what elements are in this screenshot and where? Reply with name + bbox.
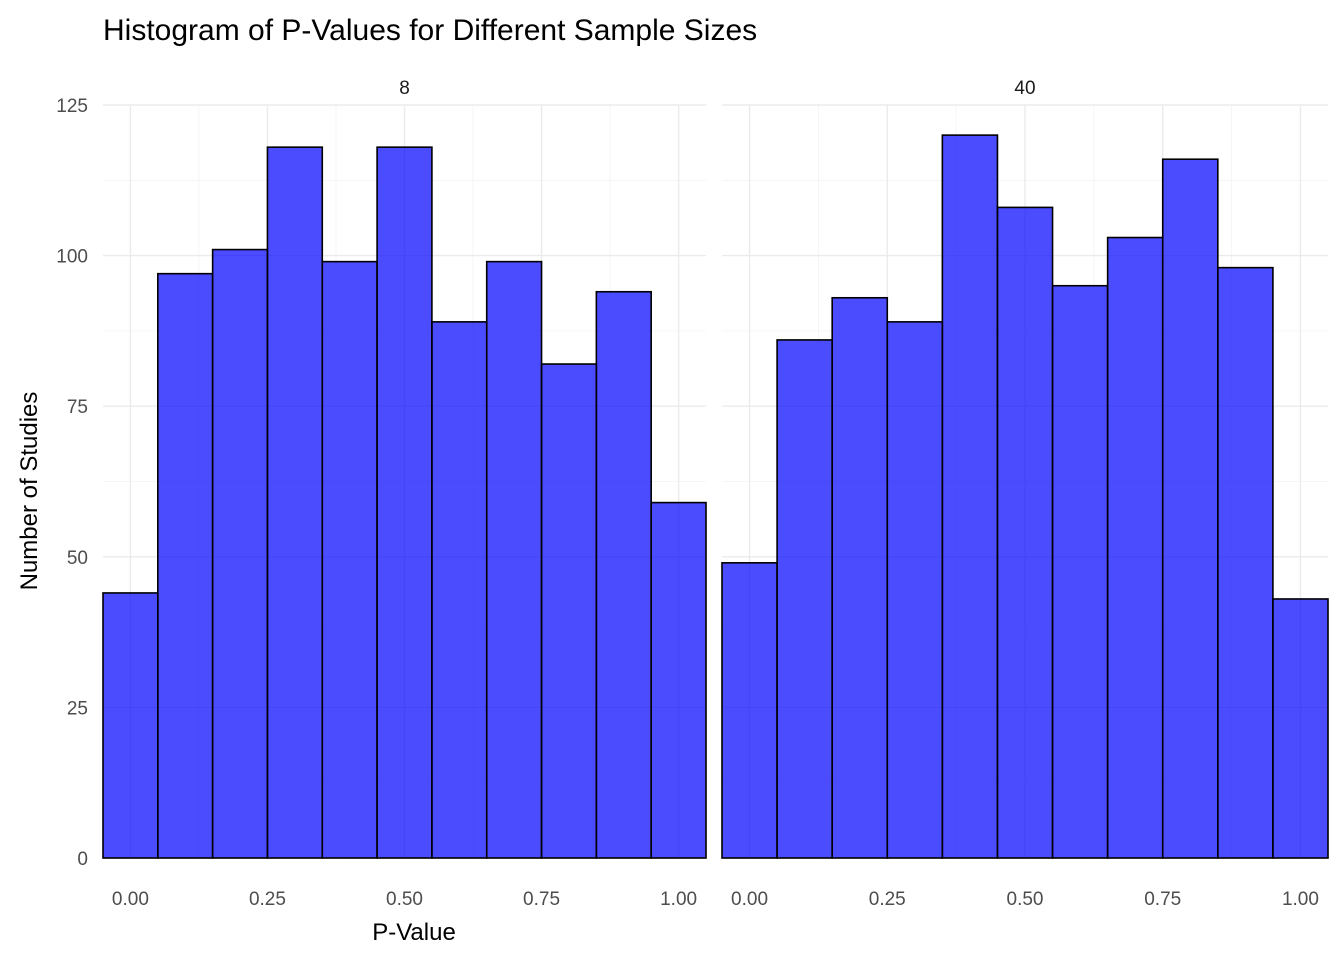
histogram-bar (886, 321, 944, 859)
histogram-bar (941, 134, 999, 859)
x-tick-label: 0.00 (112, 889, 149, 910)
histogram-bar (266, 146, 324, 859)
histogram-bar (485, 260, 543, 859)
y-tick-label: 25 (67, 698, 88, 719)
histogram-bar (1217, 266, 1274, 859)
histogram-bar (595, 290, 652, 859)
y-tick-label: 125 (56, 96, 88, 117)
histogram-bar (102, 592, 159, 859)
facet-strip-label: 8 (399, 78, 410, 99)
histogram-bar (321, 260, 378, 859)
y-axis-title: Number of Studies (16, 392, 43, 591)
x-tick-label: 0.00 (731, 889, 768, 910)
panel-8: 8 0.00 0.25 0.50 0.75 1.00 (102, 78, 707, 910)
x-axis-title: P-Value (372, 919, 456, 946)
y-tick-label: 0 (77, 849, 88, 870)
histogram-bar (1051, 284, 1109, 859)
facet-panels: 8 0.00 0.25 0.50 0.75 1.00 40 0.00 0.25 0.50 0.75 1… (102, 78, 1329, 910)
x-tick-label: 0.75 (523, 889, 560, 910)
histogram-bar (776, 339, 833, 859)
x-tick-label: 0.75 (1144, 889, 1181, 910)
x-tick-label: 1.00 (1282, 889, 1319, 910)
histogram-bar (157, 272, 214, 859)
histogram-bar (996, 206, 1054, 859)
histogram-bar (540, 363, 598, 859)
histogram-bar (1161, 158, 1219, 859)
x-tick-label: 0.25 (869, 889, 906, 910)
histogram-bar (650, 501, 707, 859)
histogram-bar (376, 146, 433, 859)
x-tick-label: 1.00 (660, 889, 697, 910)
histogram-bar (211, 248, 269, 859)
y-axis-ticks: 0 25 50 75 100 125 (56, 96, 88, 870)
histogram-bar (1272, 598, 1329, 859)
panel-40: 40 0.00 0.25 0.50 0.75 1.00 (721, 78, 1329, 910)
y-tick-label: 100 (56, 247, 88, 268)
facet-strip-label: 40 (1014, 78, 1035, 99)
x-tick-label: 0.25 (249, 889, 286, 910)
histogram-bar (721, 562, 778, 859)
y-tick-label: 50 (67, 548, 88, 569)
x-tick-label: 0.50 (1007, 889, 1044, 910)
histogram-bar (1106, 236, 1164, 859)
histogram-bar (431, 321, 488, 859)
y-tick-label: 75 (67, 397, 88, 418)
x-tick-label: 0.50 (386, 889, 423, 910)
chart-title: Histogram of P-Values for Different Samp… (103, 14, 757, 47)
histogram-bar (831, 296, 889, 859)
